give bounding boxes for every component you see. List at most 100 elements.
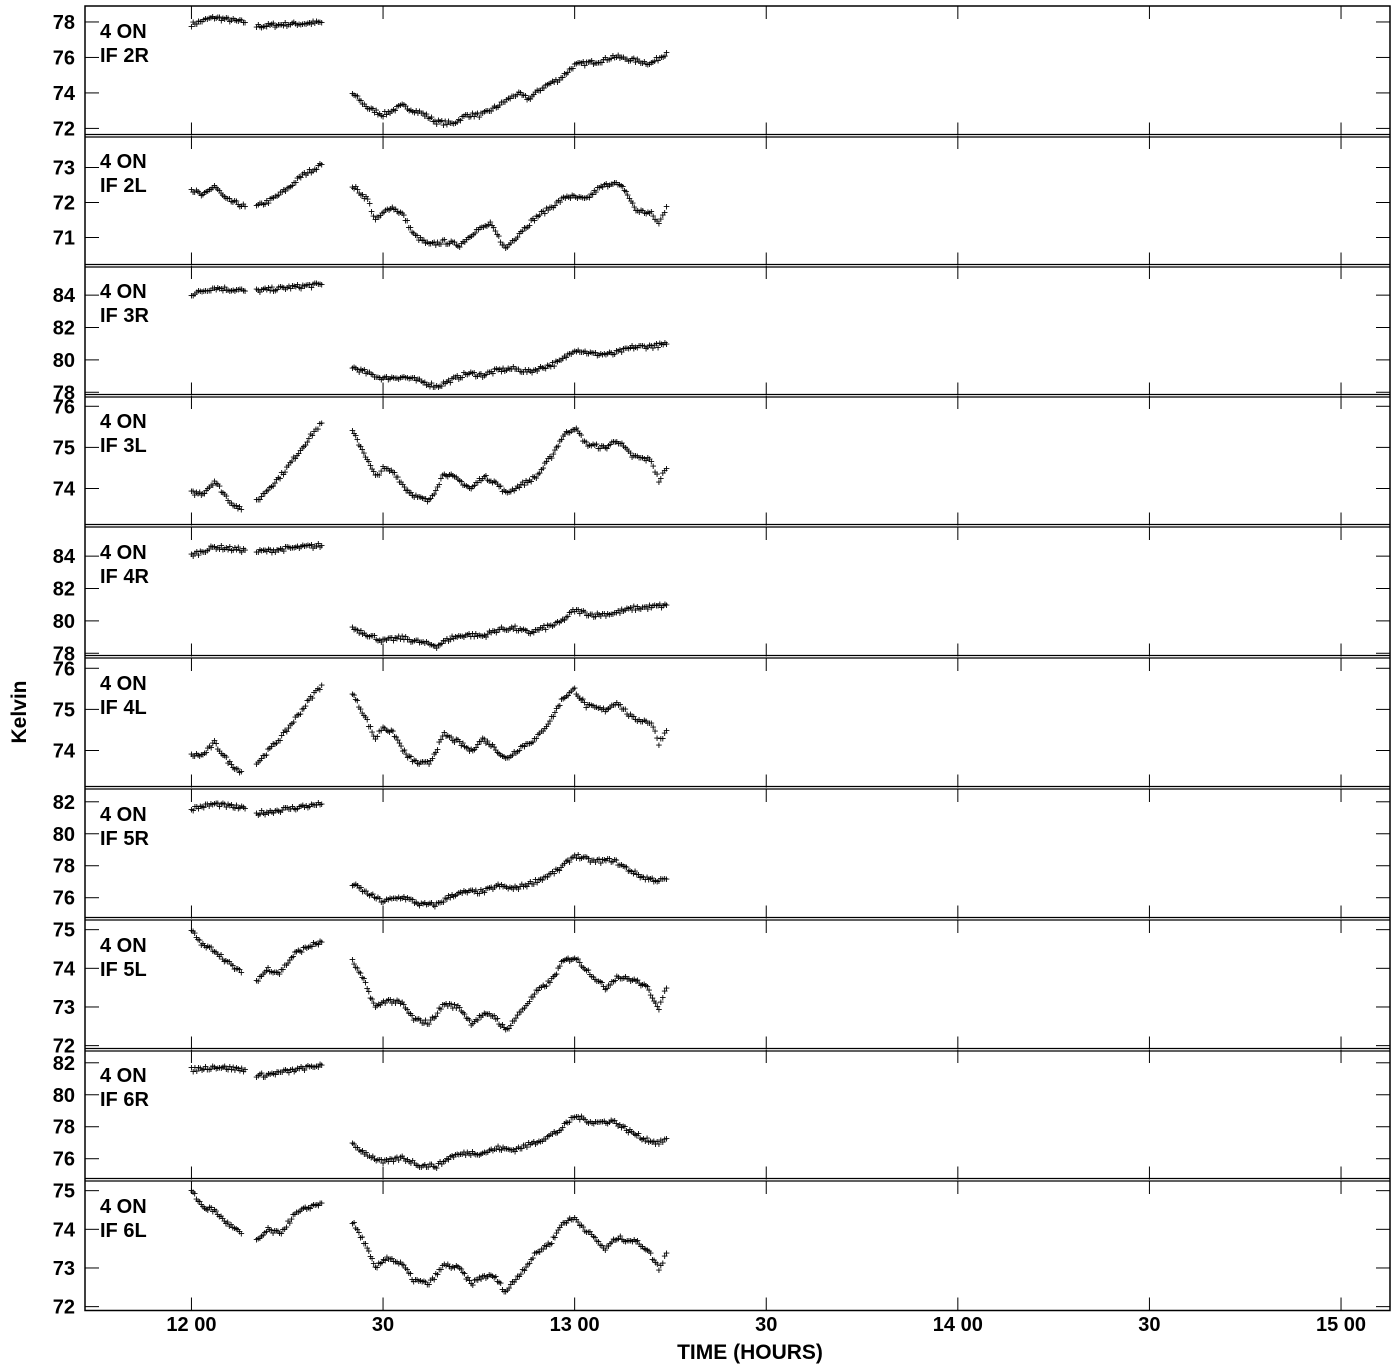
data-point: + (433, 897, 440, 910)
data-point: + (453, 732, 460, 745)
data-point: + (383, 634, 390, 647)
data-point: + (265, 196, 272, 209)
data-point: + (435, 638, 442, 651)
data-point: + (391, 203, 398, 216)
y-tick-label: 78 (53, 856, 75, 878)
data-point: + (615, 698, 622, 711)
y-tick-label: 78 (53, 643, 75, 665)
data-point: + (504, 486, 511, 499)
data-point: + (582, 59, 589, 72)
data-point: + (565, 191, 572, 204)
data-point: + (663, 46, 670, 59)
y-tick-label: 82 (53, 579, 75, 601)
data-point: + (523, 737, 530, 750)
data-point: + (443, 237, 450, 250)
data-point: + (427, 754, 434, 767)
data-point: + (263, 20, 270, 33)
data-point: + (510, 622, 517, 635)
data-point: + (220, 543, 227, 556)
data-point: + (230, 544, 237, 557)
data-point: + (496, 480, 503, 493)
data-point: + (478, 106, 485, 119)
data-point: + (573, 57, 580, 70)
data-point: + (482, 219, 489, 232)
data-point: + (478, 367, 485, 380)
data-point: + (562, 191, 569, 204)
data-point: + (570, 346, 577, 359)
data-point: + (434, 236, 441, 249)
data-point: + (494, 477, 501, 490)
data-point: + (296, 170, 303, 183)
data-point: + (203, 746, 210, 759)
data-point: + (293, 803, 300, 816)
data-point: + (393, 471, 400, 484)
data-point: + (199, 545, 206, 558)
data-point: + (500, 96, 507, 109)
data-point: + (242, 284, 249, 297)
data-point: + (308, 797, 315, 810)
data-point: + (309, 691, 316, 704)
data-point: + (228, 798, 235, 811)
data-point: + (516, 481, 523, 494)
data-point: + (291, 280, 298, 293)
data-point: + (395, 890, 402, 903)
data-point: + (204, 797, 211, 810)
data-point: + (308, 281, 315, 294)
data-point: + (563, 689, 570, 702)
data-point: + (575, 343, 582, 356)
data-point: + (601, 178, 608, 191)
data-point: + (372, 732, 379, 745)
data-point: + (268, 480, 275, 493)
data-point: + (284, 801, 291, 814)
data-point: + (556, 74, 563, 87)
data-point: + (221, 543, 228, 556)
data-point: + (473, 223, 480, 236)
data-point: + (615, 604, 622, 617)
data-point: + (529, 366, 536, 379)
data-point: + (585, 347, 592, 360)
data-point: + (281, 545, 288, 558)
data-point: + (466, 367, 473, 380)
data-point: + (532, 363, 539, 376)
data-point: + (593, 186, 600, 199)
y-tick-label: 78 (53, 1117, 75, 1139)
data-point: + (434, 743, 441, 756)
data-point: + (206, 11, 213, 24)
data-point: + (611, 51, 618, 64)
data-point: + (275, 734, 282, 747)
data-point: + (516, 744, 523, 757)
data-point: + (561, 350, 568, 363)
data-point: + (531, 214, 538, 227)
data-point: + (483, 630, 490, 643)
data-point: + (563, 425, 570, 438)
data-point: + (427, 638, 434, 651)
data-point: + (622, 604, 629, 617)
data-point: + (370, 368, 377, 381)
data-point: + (590, 438, 597, 451)
data-point: + (514, 745, 521, 758)
data-point: + (390, 892, 397, 905)
data-point: + (220, 486, 227, 499)
data-point: + (451, 235, 458, 248)
data-point: + (444, 729, 451, 742)
data-point: + (423, 108, 430, 121)
data-point: + (218, 186, 225, 199)
data-point: + (539, 361, 546, 374)
data-point: + (282, 185, 289, 198)
data-point: + (557, 195, 564, 208)
data-point: + (221, 281, 228, 294)
data-point: + (223, 11, 230, 24)
data-point: + (478, 629, 485, 642)
data-point: + (240, 16, 247, 29)
data-point: + (352, 180, 359, 193)
data-point: + (653, 337, 660, 350)
data-point: + (544, 78, 551, 91)
data-point: + (560, 430, 567, 443)
data-point: + (286, 802, 293, 815)
data-point: + (317, 15, 324, 28)
data-point: + (624, 342, 631, 355)
data-point: + (540, 461, 547, 474)
data-point: + (544, 619, 551, 632)
data-point: + (294, 449, 301, 462)
data-point: + (634, 52, 641, 65)
